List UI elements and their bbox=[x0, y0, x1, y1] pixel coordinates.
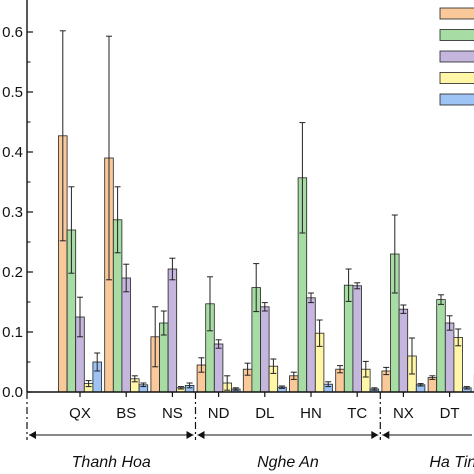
bars-layer bbox=[58, 30, 474, 393]
x-tick-label: QX bbox=[69, 405, 91, 422]
bar-TC-s3 bbox=[352, 285, 362, 393]
x-tick-label: NS bbox=[162, 405, 183, 422]
group-arrow-head-left bbox=[29, 431, 36, 439]
y-tick-label: 0.0 bbox=[2, 384, 23, 401]
axis-layer: 0.00.10.20.30.40.50.6QXBSNSNDDLHNTCNXDTK bbox=[2, 0, 474, 422]
y-tick-label: 0.3 bbox=[2, 204, 23, 221]
legend-swatch-s1 bbox=[439, 7, 474, 20]
y-tick-label: 0.2 bbox=[2, 264, 23, 281]
y-tick-label: 0.1 bbox=[2, 324, 23, 341]
x-tick-label: DT bbox=[440, 405, 460, 422]
y-tick-label: 0.5 bbox=[2, 84, 23, 101]
x-tick-label: ND bbox=[208, 405, 230, 422]
x-tick-label: HN bbox=[300, 405, 322, 422]
group-label: Nghe An bbox=[257, 454, 319, 471]
bar-DT-s3 bbox=[444, 322, 455, 393]
group-label: Ha Tinh bbox=[429, 454, 474, 471]
group-arrow-head-right bbox=[186, 431, 194, 439]
bar-DL-s3 bbox=[260, 306, 270, 393]
legend-swatch-s3 bbox=[439, 50, 474, 63]
x-tick-label: DL bbox=[255, 405, 274, 422]
legend-swatch-s2 bbox=[439, 29, 474, 41]
bar-ND-s3 bbox=[213, 343, 224, 393]
bar-NS-s3 bbox=[167, 268, 178, 393]
legend-swatch-s4 bbox=[439, 72, 474, 84]
legend-swatch-s5 bbox=[439, 93, 474, 106]
x-tick-label: NX bbox=[393, 405, 414, 422]
y-tick-label: 0.6 bbox=[2, 24, 23, 41]
group-arrow-head-left bbox=[382, 431, 390, 439]
x-tick-label: BS bbox=[116, 405, 136, 422]
bar-BS-s3 bbox=[121, 277, 131, 393]
y-tick-label: 0.4 bbox=[2, 144, 23, 161]
x-tick-label: TC bbox=[347, 405, 367, 422]
group-arrow-head-right bbox=[371, 431, 379, 439]
bar-NX-s3 bbox=[398, 308, 409, 393]
bar-DT-s2 bbox=[436, 299, 446, 393]
bar-HN-s3 bbox=[306, 297, 316, 393]
group-labels: Thanh Hoa Nghe An Ha Tinh bbox=[26, 392, 474, 471]
group-label: Thanh Hoa bbox=[72, 454, 151, 471]
group-arrow-head-left bbox=[197, 431, 205, 439]
legend bbox=[439, 7, 474, 106]
